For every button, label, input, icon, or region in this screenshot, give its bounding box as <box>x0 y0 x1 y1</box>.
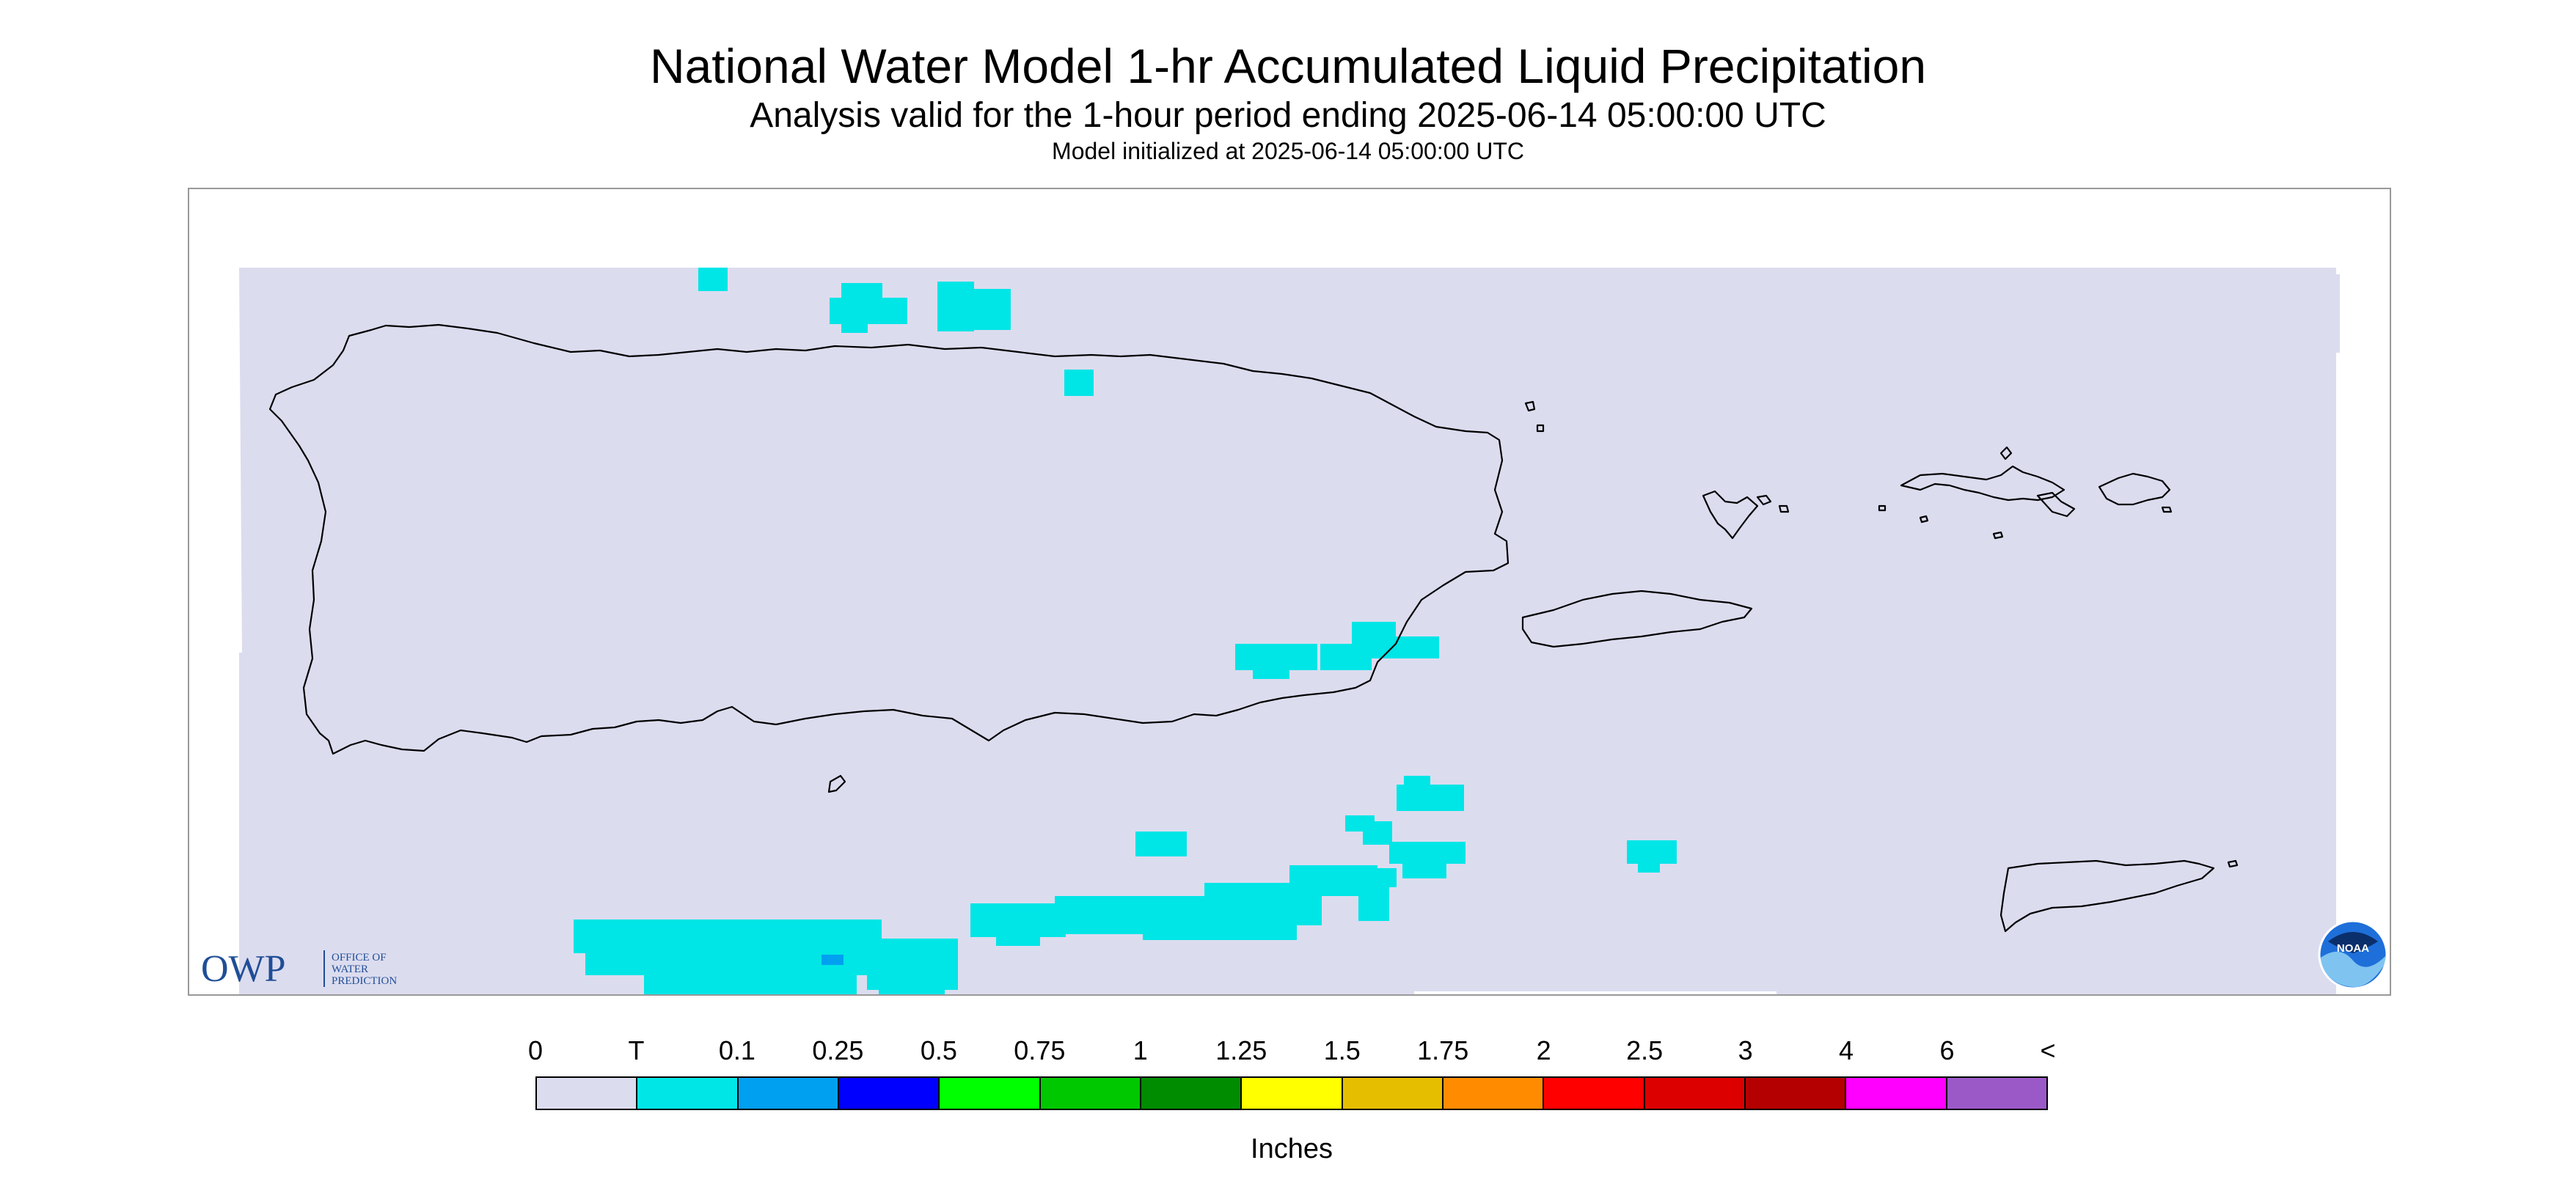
culebra-coast <box>1702 490 1759 540</box>
legend-tick-label: 0.1 <box>718 1035 755 1065</box>
legend-tick-label: 1 <box>1133 1035 1148 1065</box>
mona-island-coast <box>827 774 846 793</box>
legend-tick-label: 1.5 <box>1323 1035 1361 1065</box>
legend-swatch <box>940 1078 1041 1109</box>
legend-tick-label: 0.75 <box>1014 1035 1066 1065</box>
legend-swatch <box>1846 1078 1947 1109</box>
map-title: National Water Model 1-hr Accumulated Li… <box>649 39 1927 93</box>
legend-swatch <box>1443 1078 1545 1109</box>
legend-tick-label: 0.25 <box>812 1035 864 1065</box>
noaa-logo: NOAA <box>2318 919 2388 990</box>
legend-tick-label: 0 <box>527 1035 544 1065</box>
legend-swatch <box>1342 1078 1443 1109</box>
legend-color-bar <box>535 1076 2048 1110</box>
legend-tick-label: 3 <box>1738 1035 1753 1065</box>
legend-swatch <box>838 1078 940 1109</box>
legend-swatch <box>1040 1078 1141 1109</box>
legend-swatch <box>1745 1078 1847 1109</box>
vieques-coast <box>1521 590 1753 648</box>
legend-swatch <box>1141 1078 1243 1109</box>
model-init-text: Model initialized at 2025-06-14 05:00:00… <box>1052 138 1524 164</box>
legend-tick-label: 1.25 <box>1215 1035 1267 1065</box>
svg-text:PREDICTION: PREDICTION <box>332 975 397 987</box>
legend-tick-label: T <box>628 1035 645 1065</box>
legend: 0 T 0.1 0.25 0.5 0.75 1 1.25 1.5 1.75 2 2.5 3 4 6 < Inc… <box>528 1035 2056 1175</box>
puerto-rico-coast <box>268 323 1510 755</box>
legend-tick-label: < <box>2040 1035 2056 1065</box>
svg-text:WATER: WATER <box>332 963 368 975</box>
legend-tick-label: 0.5 <box>920 1035 957 1065</box>
legend-swatch <box>1544 1078 1645 1109</box>
owp-mark: OWP <box>201 948 286 990</box>
map-subtitle: Analysis valid for the 1-hour period end… <box>750 96 1826 135</box>
legend-swatch <box>1644 1078 1746 1109</box>
legend-swatch <box>1947 1078 2046 1109</box>
precip-light-cell <box>822 955 844 965</box>
svg-text:OFFICE OF: OFFICE OF <box>332 952 387 963</box>
legend-tick-label: 4 <box>1839 1035 1854 1065</box>
legend-swatch <box>1242 1078 1343 1109</box>
legend-swatch <box>738 1078 839 1109</box>
noaa-text: NOAA <box>2337 942 2369 955</box>
virgin-islands-coast <box>1900 465 2065 502</box>
legend-tick-label: 6 <box>1939 1035 1955 1065</box>
legend-tick-label: 1.75 <box>1417 1035 1469 1065</box>
precip-map <box>239 268 2340 994</box>
owp-logo: OWP OFFICE OF WATER PREDICTION <box>201 948 397 990</box>
legend-tick-label: 2 <box>1536 1035 1551 1065</box>
legend-units: Inches <box>1251 1134 1333 1164</box>
coastlines <box>268 323 2239 933</box>
map-panel: OWP OFFICE OF WATER PREDICTION NOAA <box>188 188 2391 996</box>
legend-tick-label: 2.5 <box>1626 1035 1664 1065</box>
model-domain <box>239 268 2340 994</box>
legend-swatch <box>537 1078 638 1109</box>
st-croix-coast <box>1999 859 2215 933</box>
legend-swatch <box>637 1078 739 1109</box>
